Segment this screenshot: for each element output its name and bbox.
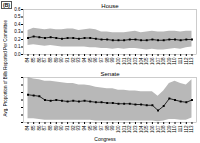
svg-text:102: 102 [127,57,132,65]
html-text:Avg. Proportion of Bills Repor: Avg. Proportion of Bills Reported Per Co… [2,19,8,117]
svg-text:101: 101 [122,57,127,65]
svg-text:92: 92 [71,57,76,63]
svg-text:111: 111 [178,57,183,64]
svg-text:108: 108 [161,125,166,133]
svg-text:86: 86 [37,57,42,63]
svg-text:0.3: 0.3 [14,29,21,34]
svg-text:98: 98 [105,125,110,131]
svg-text:98: 98 [105,57,110,63]
svg-text:84: 84 [25,125,30,131]
svg-text:0.6: 0.6 [14,7,21,12]
svg-text:104: 104 [139,57,144,65]
html-text:(B): (B) [3,2,10,8]
svg-text:0.1: 0.1 [14,44,21,49]
svg-text:105: 105 [144,57,149,65]
svg-text:113: 113 [189,125,194,133]
svg-text:0.0: 0.0 [14,52,21,57]
html-text:Congress: Congress [94,136,116,142]
svg-text:90: 90 [59,57,64,63]
svg-text:92: 92 [71,125,76,131]
svg-text:100: 100 [116,57,121,65]
svg-text:0.2: 0.2 [14,37,21,42]
svg-text:87: 87 [42,57,47,63]
svg-text:110: 110 [172,125,177,133]
svg-text:89: 89 [54,125,59,131]
svg-text:84: 84 [25,57,30,63]
svg-text:88: 88 [48,57,53,63]
svg-text:104: 104 [139,125,144,133]
svg-text:97: 97 [99,125,104,131]
svg-text:109: 109 [167,125,172,133]
svg-text:110: 110 [172,57,177,65]
svg-text:0.4: 0.4 [14,22,21,27]
svg-text:106: 106 [150,57,155,65]
svg-text:97: 97 [99,57,104,63]
svg-text:93: 93 [76,125,81,131]
svg-text:0.5: 0.5 [14,14,21,19]
svg-text:91: 91 [65,57,70,63]
svg-text:113: 113 [189,57,194,65]
svg-text:112: 112 [184,125,189,133]
svg-text:85: 85 [31,125,36,131]
svg-text:88: 88 [48,125,53,131]
svg-text:107: 107 [155,125,160,133]
svg-text:103: 103 [133,125,138,133]
svg-text:Senate: Senate [100,71,120,77]
svg-text:93: 93 [76,57,81,63]
svg-text:108: 108 [161,57,166,65]
svg-text:96: 96 [93,57,98,63]
svg-text:89: 89 [54,57,59,63]
svg-text:99: 99 [110,57,115,63]
svg-text:101: 101 [122,125,127,133]
svg-text:103: 103 [133,57,138,65]
svg-text:102: 102 [127,125,132,133]
svg-text:100: 100 [116,125,121,133]
svg-text:90: 90 [59,125,64,131]
svg-text:106: 106 [150,125,155,133]
svg-text:House: House [101,3,119,9]
svg-text:111: 111 [178,125,183,132]
svg-text:112: 112 [184,57,189,65]
svg-text:86: 86 [37,125,42,131]
svg-text:105: 105 [144,125,149,133]
svg-text:94: 94 [82,57,87,63]
svg-text:107: 107 [155,57,160,65]
svg-text:87: 87 [42,125,47,131]
svg-text:109: 109 [167,57,172,65]
svg-text:94: 94 [82,125,87,131]
svg-text:85: 85 [31,57,36,63]
svg-text:91: 91 [65,125,70,131]
svg-text:95: 95 [88,57,93,63]
svg-text:96: 96 [93,125,98,131]
svg-text:95: 95 [88,125,93,131]
svg-text:99: 99 [110,125,115,131]
